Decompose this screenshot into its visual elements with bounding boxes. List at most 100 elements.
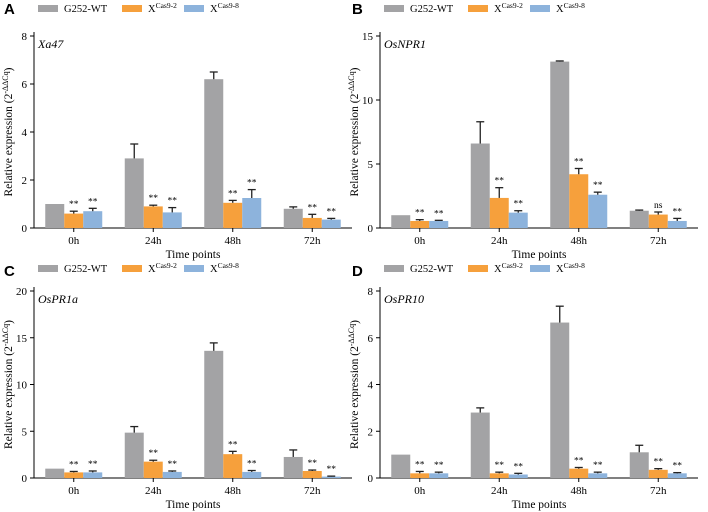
significance-label: **: [593, 181, 603, 191]
bar: [667, 473, 687, 478]
legend-label-cas9_8: XCas9-8: [556, 1, 585, 15]
significance-label: **: [228, 189, 238, 199]
bar: [550, 322, 570, 478]
bar: [64, 213, 84, 228]
significance-label: **: [247, 460, 257, 470]
significance-label: **: [415, 460, 425, 470]
x-axis-title: Time points: [166, 499, 221, 511]
legend-label-cas9_8: XCas9-8: [556, 261, 585, 275]
bar: [648, 469, 668, 478]
gene-name: OsPR10: [384, 292, 424, 306]
bar: [204, 350, 224, 478]
y-tick-label: 15: [362, 31, 374, 43]
y-tick-label: 6: [368, 333, 374, 345]
legend: G252-WT XCas9-2 XCas9-8: [38, 261, 239, 275]
bar: [223, 202, 243, 228]
legend-label-cas9_2: XCas9-2: [148, 261, 177, 275]
significance-label: **: [673, 207, 683, 217]
legend-swatch-wt: [38, 5, 58, 12]
legend-label-cas9_2: XCas9-2: [494, 261, 523, 275]
significance-label: **: [69, 200, 79, 210]
x-tick-label: 72h: [650, 485, 667, 497]
x-axis-title: Time points: [512, 249, 567, 261]
y-tick-label: 0: [22, 223, 28, 235]
legend-label-cas9_2: XCas9-2: [494, 1, 523, 15]
significance-label: **: [327, 465, 337, 475]
x-tick-label: 0h: [68, 485, 80, 497]
significance-label: **: [327, 207, 337, 217]
bar: [83, 211, 103, 228]
y-tick-label: 6: [22, 79, 28, 91]
significance-label: **: [168, 460, 178, 470]
bar: [204, 79, 224, 228]
panel-label: A: [4, 1, 15, 18]
x-tick-label: 0h: [414, 485, 426, 497]
y-axis-title: Relative expression (2-ΔΔCq): [1, 320, 15, 449]
panel-label: D: [352, 263, 363, 280]
bar: [302, 217, 322, 228]
bar: [124, 432, 144, 478]
significance-label: **: [69, 460, 79, 470]
legend-label-wt: G252-WT: [410, 4, 454, 15]
y-tick-label: 10: [362, 95, 374, 107]
y-tick-label: 15: [16, 333, 28, 345]
bar: [321, 476, 341, 478]
y-tick-label: 5: [22, 426, 28, 438]
legend-swatch-cas9_2: [468, 265, 488, 272]
legend-swatch-cas9_8: [530, 265, 550, 272]
bar: [64, 472, 84, 478]
bar: [410, 220, 430, 228]
legend: G252-WT XCas9-2 XCas9-8: [38, 1, 239, 15]
legend-swatch-cas9_8: [530, 5, 550, 12]
x-tick-label: 24h: [145, 485, 162, 497]
bar: [508, 474, 528, 478]
bar: [45, 204, 65, 228]
panel-B: B G252-WT XCas9-2 XCas9-8 OsNPR1 0 5 10 15 Relati…: [347, 1, 698, 261]
y-axis-title: Relative expression (2-ΔΔCq): [1, 67, 15, 196]
x-axis-title: Time points: [512, 499, 567, 511]
bar: [569, 174, 589, 228]
y-tick-label: 4: [22, 127, 28, 139]
y-tick-label: 2: [368, 426, 374, 438]
significance-label: **: [149, 449, 159, 459]
bar: [410, 473, 430, 478]
y-tick-label: 8: [22, 31, 28, 43]
bar: [321, 219, 341, 228]
gene-name: Xa47: [37, 37, 64, 51]
legend-label-cas9_8: XCas9-8: [210, 261, 239, 275]
y-tick-label: 20: [16, 286, 28, 298]
significance-label: **: [88, 197, 98, 207]
significance-label: **: [88, 460, 98, 470]
bar: [470, 412, 490, 478]
bar: [667, 220, 687, 228]
panel-label: C: [4, 263, 15, 280]
panel-D: D G252-WT XCas9-2 XCas9-8 OsPR10 0 2 4 6 8 Relativ…: [347, 261, 698, 511]
legend-swatch-wt: [38, 265, 58, 272]
legend-swatch-wt: [384, 5, 404, 12]
legend-label-wt: G252-WT: [410, 264, 454, 275]
y-tick-label: 0: [368, 473, 374, 485]
bar: [489, 197, 509, 228]
legend-swatch-cas9_2: [122, 265, 142, 272]
significance-label: **: [434, 461, 444, 471]
bar: [45, 468, 65, 478]
significance-label: **: [673, 462, 683, 472]
bar: [283, 456, 303, 478]
x-tick-label: 48h: [571, 485, 588, 497]
legend-label-wt: G252-WT: [64, 264, 108, 275]
y-tick-label: 4: [368, 380, 374, 392]
x-tick-label: 48h: [571, 235, 588, 247]
bar: [429, 220, 449, 228]
y-tick-label: 0: [368, 223, 374, 235]
x-tick-label: 72h: [650, 235, 667, 247]
y-tick-label: 5: [368, 159, 374, 171]
bar: [629, 452, 649, 478]
legend: G252-WT XCas9-2 XCas9-8: [384, 261, 585, 275]
bar: [429, 473, 449, 478]
significance-label: **: [514, 462, 524, 472]
bar: [302, 470, 322, 478]
significance-label: **: [514, 200, 524, 210]
bar: [470, 143, 490, 228]
significance-label: **: [149, 194, 159, 204]
